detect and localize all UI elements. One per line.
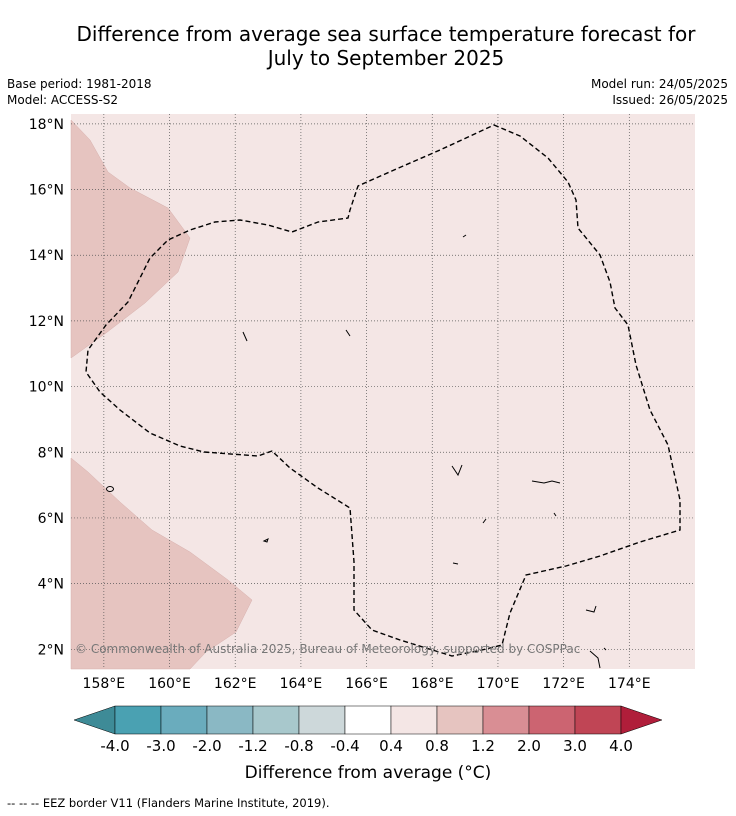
colorbar-bin [114,705,162,735]
colorbar-bin [252,705,300,735]
base-period-label: Base period: 1981-2018 [7,77,152,91]
map-title: Difference from average sea surface temp… [0,22,736,70]
lon-tick-label: 172°E [542,676,585,692]
lon-tick-label: 168°E [411,676,454,692]
footnote: -- -- -- EEZ border V11 (Flanders Marine… [7,796,330,810]
lon-tick-label: 166°E [345,676,388,692]
title-line-1: Difference from average sea surface temp… [76,22,696,46]
colorbar-label: -0.8 [284,737,313,755]
map-panel: © Commonwealth of Australia 2025, Bureau… [70,114,695,670]
colorbar-label: 4.0 [609,737,633,755]
model-run-label: Model run: 24/05/2025 [590,77,728,91]
latitude-tick-labels: 18°N 16°N 14°N 12°N 10°N 8°N 6°N 4°N 2°N [29,117,64,658]
lat-tick-label: 16°N [29,183,64,199]
colorbar-extend-high [620,705,663,735]
grid-lines [71,114,695,669]
warm-region-south [70,457,253,670]
colorbar-title: Difference from average (°C) [244,763,492,783]
colorbar-bin [482,705,530,735]
title-line-2: July to September 2025 [267,46,505,70]
lat-tick-label: 18°N [29,117,64,133]
lat-tick-label: 6°N [38,511,64,527]
issued-label: Issued: 26/05/2025 [612,93,728,107]
colorbar-label: 0.8 [425,737,449,755]
lon-tick-label: 174°E [608,676,651,692]
meta-right: Model run: 24/05/2025 Issued: 26/05/2025 [591,76,728,108]
colorbar-label: -1.2 [238,737,267,755]
colorbar-bin [528,705,576,735]
copyright-text: © Commonwealth of Australia 2025, Bureau… [75,642,580,656]
colorbar-label: -3.0 [146,737,175,755]
colorbar-label: 0.4 [379,737,403,755]
colorbar-label: -2.0 [192,737,221,755]
colorbar-bin [160,705,208,735]
lon-tick-label: 160°E [148,676,191,692]
colorbar-label: -0.4 [330,737,359,755]
eez-border [85,124,681,657]
colorbar-label: 3.0 [563,737,587,755]
lon-tick-label: 162°E [214,676,257,692]
colorbar-label: 1.2 [471,737,495,755]
colorbar-extend-low [73,705,116,735]
lat-tick-label: 8°N [38,445,64,461]
colorbar-bin [390,705,438,735]
islands [106,234,607,669]
colorbar [73,705,663,735]
colorbar-bin [206,705,254,735]
lat-tick-label: 10°N [29,380,64,396]
lat-tick-label: 4°N [38,577,64,593]
lon-tick-label: 170°E [477,676,520,692]
colorbar-bin [298,705,346,735]
lat-tick-label: 12°N [29,314,64,330]
meta-left: Base period: 1981-2018 Model: ACCESS-S2 [7,76,152,108]
colorbar-bin [574,705,622,735]
colorbar-label: -4.0 [100,737,129,755]
colorbar-bin [344,705,392,735]
lon-tick-label: 164°E [280,676,323,692]
colorbar-bin [436,705,484,735]
longitude-tick-labels: 158°E 160°E 162°E 164°E 166°E 168°E 170°E 172°E… [83,676,651,692]
colorbar-label: 2.0 [517,737,541,755]
colorbar-labels: -4.0 -3.0 -2.0 -1.2 -0.8 -0.4 0.4 0.8 1.2 2.0 3.0 4… [100,737,633,755]
lat-tick-label: 14°N [29,248,64,264]
lon-tick-label: 158°E [83,676,126,692]
model-label: Model: ACCESS-S2 [7,93,119,107]
lat-tick-label: 2°N [38,642,64,658]
